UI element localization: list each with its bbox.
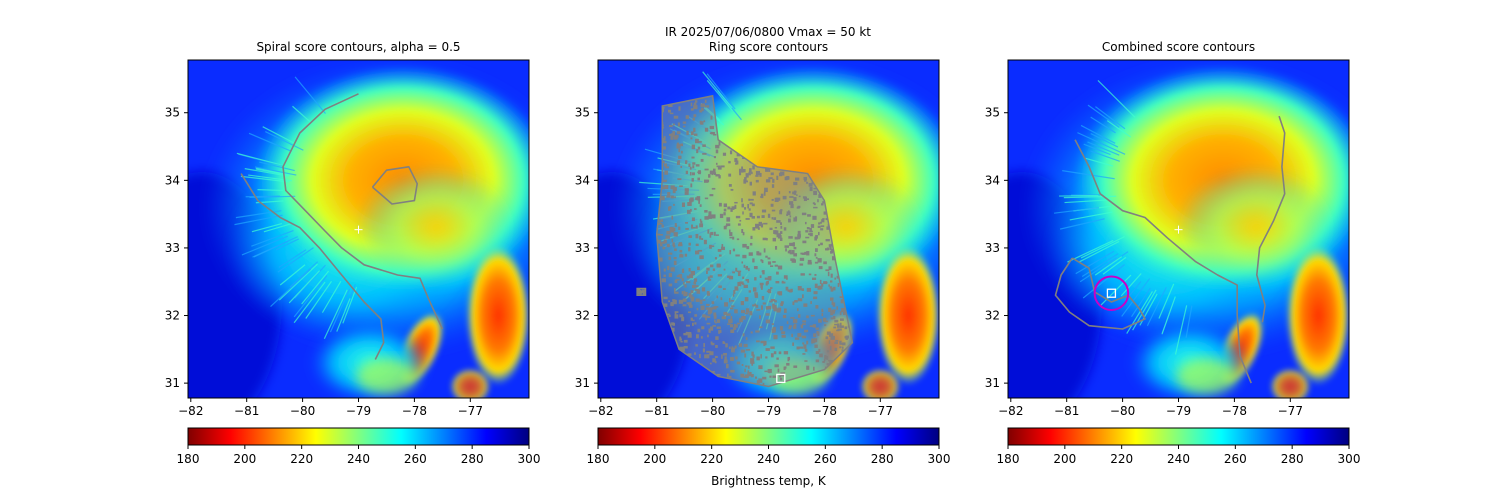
x-tick-label: −79 — [756, 404, 781, 418]
y-tick-label: 35 — [985, 106, 1000, 120]
y-tick-label: 31 — [165, 376, 180, 390]
panel-2: Ring score contours −82 −81 −80 −79 −78 −77 31 3… — [575, 40, 940, 418]
contour-line-2 — [1256, 115, 1286, 323]
center-plus-marker — [354, 225, 363, 234]
center-square-marker — [1106, 288, 1117, 298]
colorbar-tick-label: 220 — [700, 452, 723, 466]
center-square-marker — [776, 373, 786, 384]
x-tick-label: −78 — [1222, 404, 1247, 418]
x-tick-label: −82 — [998, 404, 1023, 418]
score-contours — [240, 93, 444, 360]
colorbar: 180 200 220 240 260 280 300 Brightness temp, K — [587, 427, 951, 488]
colorbar-tick-label: 300 — [518, 452, 541, 466]
colorbar-tick-label: 240 — [1167, 452, 1190, 466]
x-tick-label: −80 — [700, 404, 725, 418]
colorbar-tick-label: 240 — [757, 452, 780, 466]
colorbar-tick-label: 260 — [404, 452, 427, 466]
colorbar-tick-label: 260 — [1224, 452, 1247, 466]
colorbar-tick-label: 200 — [643, 452, 666, 466]
y-tick-label: 35 — [575, 106, 590, 120]
panel-3: Combined score contours −82 −81 −80 −79 −78 −7… — [985, 40, 1350, 418]
colorbar-tick-label: 300 — [1338, 452, 1361, 466]
y-tick-label: 33 — [985, 241, 1000, 255]
brightness-temp-image — [188, 60, 529, 398]
colorbar-tick-label: 280 — [1281, 452, 1304, 466]
y-tick-label: 31 — [575, 376, 590, 390]
brightness-temp-image — [598, 60, 939, 398]
x-tick-label: −81 — [1054, 404, 1079, 418]
colorbar: 180 200 220 240 260 280 300 — [177, 427, 541, 466]
colorbar-tick-label: 240 — [347, 452, 370, 466]
y-tick-label: 33 — [575, 241, 590, 255]
colorbar-tick-label: 260 — [814, 452, 837, 466]
x-tick-label: −77 — [868, 404, 893, 418]
x-tick-label: −81 — [234, 404, 259, 418]
colorbar-tick-label: 180 — [997, 452, 1020, 466]
colorbar-tick-label: 180 — [177, 452, 200, 466]
panel-title: Ring score contours — [709, 40, 828, 54]
colorbar-gradient — [1007, 427, 1350, 446]
x-tick-label: −79 — [1166, 404, 1191, 418]
y-tick-label: 33 — [165, 241, 180, 255]
y-tick-label: 34 — [575, 173, 590, 187]
y-tick-label: 32 — [165, 309, 180, 323]
x-tick-label: −80 — [1110, 404, 1135, 418]
colorbar-tick-label: 180 — [587, 452, 610, 466]
colorbar-tick-label: 220 — [1110, 452, 1133, 466]
x-tick-label: −82 — [178, 404, 203, 418]
y-tick-label: 31 — [985, 376, 1000, 390]
y-tick-label: 34 — [985, 173, 1000, 187]
panel-title: Spiral score contours, alpha = 0.5 — [256, 40, 460, 54]
colorbar-tick-label: 280 — [871, 452, 894, 466]
best-fit-ring — [1093, 275, 1130, 311]
contour-line-1 — [282, 93, 444, 330]
brightness-temp-image — [1008, 60, 1349, 398]
contour-line-2 — [240, 173, 385, 360]
panel-title: Combined score contours — [1102, 40, 1255, 54]
x-tick-label: −80 — [290, 404, 315, 418]
x-tick-label: −77 — [1278, 404, 1303, 418]
colorbar-tick-label: 300 — [928, 452, 951, 466]
colorbar-tick-label: 200 — [233, 452, 256, 466]
x-tick-label: −81 — [644, 404, 669, 418]
x-tick-label: −77 — [458, 404, 483, 418]
colorbar-gradient — [187, 427, 530, 446]
panel-1: Spiral score contours, alpha = 0.5 −82 −81… — [165, 40, 530, 418]
colorbar-tick-label: 200 — [1053, 452, 1076, 466]
contour-line-1 — [1074, 139, 1252, 384]
y-tick-label: 35 — [165, 106, 180, 120]
colorbar-tick-label: 280 — [461, 452, 484, 466]
y-tick-label: 32 — [985, 309, 1000, 323]
y-tick-label: 34 — [165, 173, 180, 187]
colorbar-tick-label: 220 — [290, 452, 313, 466]
colorbar-label: Brightness temp, K — [711, 474, 827, 488]
colorbar-gradient — [597, 427, 940, 446]
y-tick-label: 32 — [575, 309, 590, 323]
x-tick-label: −78 — [402, 404, 427, 418]
x-tick-label: −78 — [812, 404, 837, 418]
colorbar: 180 200 220 240 260 280 300 — [997, 427, 1361, 466]
figure-suptitle: IR 2025/07/06/0800 Vmax = 50 kt — [665, 25, 871, 39]
center-plus-marker — [1174, 225, 1183, 234]
x-tick-label: −82 — [588, 404, 613, 418]
x-tick-label: −79 — [346, 404, 371, 418]
contour-line-3 — [371, 166, 418, 205]
